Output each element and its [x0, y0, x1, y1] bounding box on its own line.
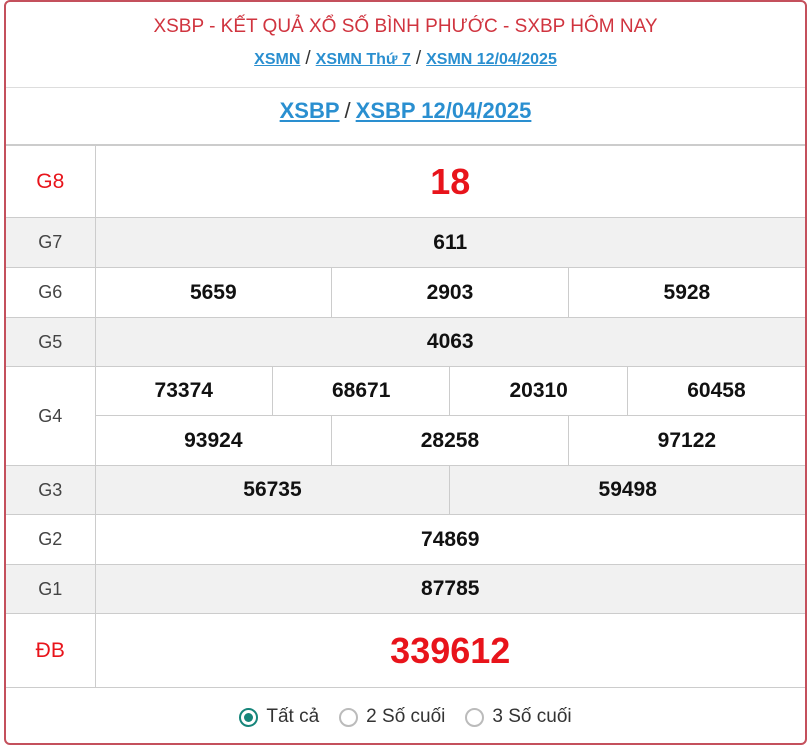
prize-label: G7	[6, 217, 96, 268]
prize-value: 93924	[94, 415, 333, 466]
prize-value: 60458	[626, 366, 805, 416]
prize-value: 339612	[94, 613, 805, 688]
row-g1: G1 87785	[6, 564, 805, 614]
prize-value: 2903	[331, 267, 569, 318]
prize-label: G4	[6, 366, 96, 466]
row-g7: G7 611	[6, 217, 805, 268]
prize-value: 97122	[567, 415, 805, 466]
prize-label: G8	[6, 145, 96, 218]
prize-value: 5928	[567, 267, 805, 318]
row-db: ĐB 339612	[6, 613, 805, 688]
header: XSBP - KẾT QUẢ XỔ SỐ BÌNH PHƯỚC - SXBP H…	[6, 2, 805, 88]
link-xsbp-date[interactable]: XSBP 12/04/2025	[355, 98, 532, 123]
prize-value: 56735	[94, 465, 451, 515]
page-title: XSBP - KẾT QUẢ XỔ SỐ BÌNH PHƯỚC - SXBP H…	[153, 16, 658, 37]
row-g4b: 93924 28258 97122	[6, 415, 805, 466]
radio-unchecked-icon[interactable]	[465, 707, 485, 727]
row-g5: G5 4063	[6, 317, 805, 367]
prize-value: 611	[94, 217, 805, 268]
prize-label: G1	[6, 564, 96, 614]
row-g6: G6 5659 2903 5928	[6, 267, 805, 318]
filter-all[interactable]: Tất cả	[239, 706, 319, 728]
results-panel: XSBP - KẾT QUẢ XỔ SỐ BÌNH PHƯỚC - SXBP H…	[4, 0, 807, 745]
prize-value: 28258	[331, 415, 569, 466]
row-g2: G2 74869	[6, 514, 805, 565]
prize-value: 74869	[94, 514, 805, 565]
link-xsbp[interactable]: XSBP	[279, 98, 340, 123]
radio-checked-icon[interactable]	[239, 707, 259, 727]
link-xsmn-thu7[interactable]: XSMN Thứ 7	[315, 51, 411, 68]
prize-label: ĐB	[6, 613, 96, 688]
digit-filter: Tất cả 2 Số cuối 3 Số cuối	[6, 688, 805, 743]
results-table: G8 18 G7 611 G6 5659 2903 5928 G5 4063 G4 73374…	[6, 145, 805, 688]
row-g3: G3 56735 59498	[6, 465, 805, 515]
subheader: XSBP / XSBP 12/04/2025	[6, 88, 805, 145]
prize-value: 73374	[94, 366, 273, 416]
prize-value: 59498	[449, 465, 805, 515]
radio-unchecked-icon[interactable]	[339, 707, 359, 727]
prize-label: G3	[6, 465, 96, 515]
prize-label: G2	[6, 514, 96, 565]
row-g4: G4 73374 68671 20310 60458	[6, 366, 805, 466]
breadcrumb: XSMN / XSMN Thứ 7/XSMN 12/04/2025	[254, 48, 557, 69]
filter-last-2[interactable]: 2 Số cuối	[339, 706, 445, 728]
row-g8: G8 18	[6, 145, 805, 218]
prize-label: G5	[6, 317, 96, 367]
prize-value: 4063	[94, 317, 805, 367]
prize-label: G6	[6, 267, 96, 318]
prize-value: 68671	[271, 366, 451, 416]
link-xsmn-date[interactable]: XSMN 12/04/2025	[426, 51, 557, 68]
prize-value: 5659	[94, 267, 333, 318]
link-xsmn[interactable]: XSMN	[254, 51, 301, 68]
prize-value: 18	[94, 145, 805, 218]
prize-value: 20310	[449, 366, 628, 416]
prize-value: 87785	[94, 564, 805, 614]
filter-last-3[interactable]: 3 Số cuối	[465, 706, 572, 728]
